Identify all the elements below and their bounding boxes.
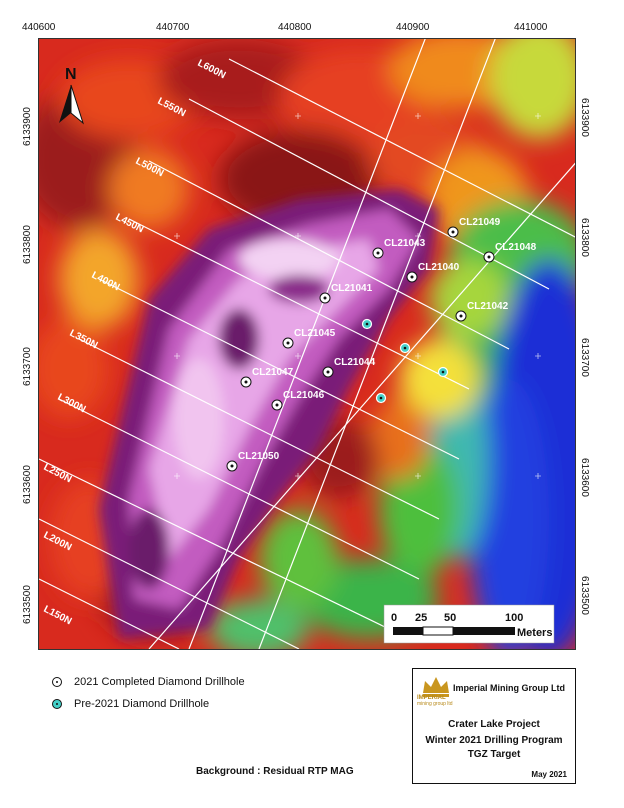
background-caption: Background : Residual RTP MAG — [196, 766, 354, 777]
drillhole-label: CL21040 — [418, 262, 460, 273]
drillhole-label: CL21043 — [384, 238, 426, 249]
legend-completed-label: 2021 Completed Diamond Drillhole — [74, 676, 245, 688]
drillhole-CL21044[interactable]: CL21044 — [322, 357, 376, 378]
y-tick-right-6133600: 6133600 — [579, 458, 590, 497]
drillhole-label: CL21042 — [467, 301, 509, 312]
y-tick-right-6133800: 6133800 — [579, 218, 590, 257]
pre-2021-drillhole-icon — [52, 699, 62, 709]
north-arrow-icon: N — [59, 66, 84, 125]
drillhole-CL21047[interactable]: CL21047 — [240, 367, 294, 388]
grid-crosses — [174, 113, 541, 479]
scale-tick-100: 100 — [505, 612, 523, 624]
survey-grid-lines — [39, 58, 575, 649]
legend-pre: Pre-2021 Diamond Drillhole — [52, 698, 209, 710]
title-block: Imperial Mining Group Ltd IMPERIAL minin… — [412, 668, 576, 784]
target-title: TGZ Target — [467, 749, 521, 760]
project-title: Crater Lake Project — [448, 719, 540, 730]
drillhole-label: CL21050 — [238, 451, 280, 462]
drillhole-label: CL21045 — [294, 328, 336, 339]
scale-unit: Meters — [517, 627, 552, 639]
scale-tick-0: 0 — [391, 612, 397, 624]
drillholes-2021: CL21049 CL21048 CL21043 CL21040 CL21041 … — [226, 217, 537, 472]
pre-2021-drillhole-center — [379, 396, 383, 400]
drillhole-label: CL21048 — [495, 242, 537, 253]
legend-completed: 2021 Completed Diamond Drillhole — [52, 676, 245, 688]
y-tick-left-6133600: 6133600 — [22, 465, 33, 504]
scale-tick-50: 50 — [444, 612, 456, 624]
y-tick-left-6133500: 6133500 — [22, 585, 33, 624]
drillhole-CL21040[interactable]: CL21040 — [406, 262, 460, 283]
drillhole-CL21048[interactable]: CL21048 — [483, 242, 537, 263]
map-frame[interactable]: L600N L550N L500N L450N L400N L350N L300… — [38, 38, 576, 650]
y-tick-right-6133700: 6133700 — [579, 338, 590, 377]
north-label: N — [65, 66, 77, 83]
y-tick-right-6133900: 6133900 — [579, 98, 590, 137]
drillhole-label: CL21046 — [283, 390, 325, 401]
magnetic-map[interactable]: L600N L550N L500N L450N L400N L350N L300… — [39, 39, 575, 649]
legend-pre-label: Pre-2021 Diamond Drillhole — [74, 698, 210, 710]
drillhole-label: CL21041 — [331, 283, 373, 294]
drillhole-CL21042[interactable]: CL21042 — [455, 301, 509, 322]
drillhole-CL21041[interactable]: CL21041 — [319, 283, 373, 304]
scale-bar: 0 25 50 100 Meters — [383, 604, 555, 644]
y-tick-right-6133500: 6133500 — [579, 576, 590, 615]
x-tick-441000: 441000 — [514, 22, 548, 33]
x-tick-440700: 440700 — [156, 22, 190, 33]
drillhole-CL21050[interactable]: CL21050 — [226, 451, 280, 472]
tie-lines — [148, 39, 575, 649]
drillhole-CL21045[interactable]: CL21045 — [282, 328, 336, 349]
pre-2021-drillhole-center — [403, 346, 407, 350]
company-name: Imperial Mining Group Ltd — [453, 683, 565, 693]
logo-text: IMPERIAL — [417, 695, 446, 701]
drillhole-label: CL21049 — [459, 217, 501, 228]
program-title: Winter 2021 Drilling Program — [425, 735, 563, 746]
map-date: May 2021 — [531, 770, 567, 779]
scale-tick-25: 25 — [415, 612, 427, 624]
x-tick-440800: 440800 — [278, 22, 312, 33]
drillhole-label: CL21047 — [252, 367, 294, 378]
y-tick-left-6133700: 6133700 — [22, 347, 33, 386]
pre-2021-drillhole-center — [441, 370, 445, 374]
drillhole-CL21049[interactable]: CL21049 — [447, 217, 501, 238]
x-tick-440900: 440900 — [396, 22, 430, 33]
y-tick-left-6133900: 6133900 — [22, 107, 33, 146]
drillhole-label: CL21044 — [334, 357, 376, 368]
x-tick-440600: 440600 — [22, 22, 56, 33]
logo-subtext: mining group ltd — [417, 701, 453, 707]
drillhole-CL21046[interactable]: CL21046 — [271, 390, 325, 411]
pre-2021-drillholes — [361, 318, 449, 404]
y-tick-left-6133800: 6133800 — [22, 225, 33, 264]
completed-drillhole-icon — [52, 677, 62, 687]
pre-2021-drillhole[interactable] — [365, 322, 369, 326]
drillhole-CL21043[interactable]: CL21043 — [372, 238, 426, 259]
crown-logo-icon — [423, 677, 449, 697]
